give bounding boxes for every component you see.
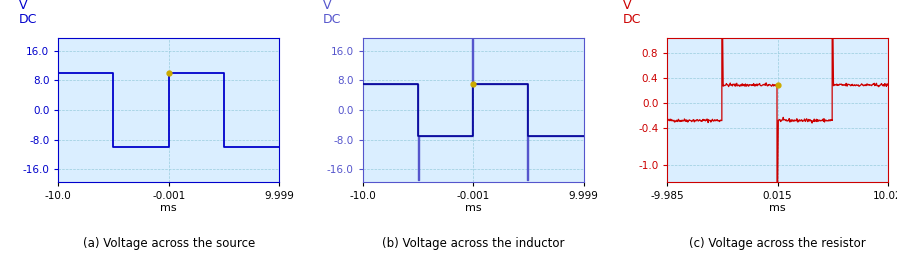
Text: (b) Voltage across the inductor: (b) Voltage across the inductor [382,237,564,250]
Text: V
DC: V DC [623,0,641,26]
Text: V
DC: V DC [19,0,37,26]
Text: (a) Voltage across the source: (a) Voltage across the source [83,237,255,250]
X-axis label: ms: ms [161,203,177,213]
X-axis label: ms: ms [770,203,786,213]
Text: (c) Voltage across the resistor: (c) Voltage across the resistor [689,237,867,250]
Text: V
DC: V DC [323,0,342,26]
X-axis label: ms: ms [465,203,482,213]
